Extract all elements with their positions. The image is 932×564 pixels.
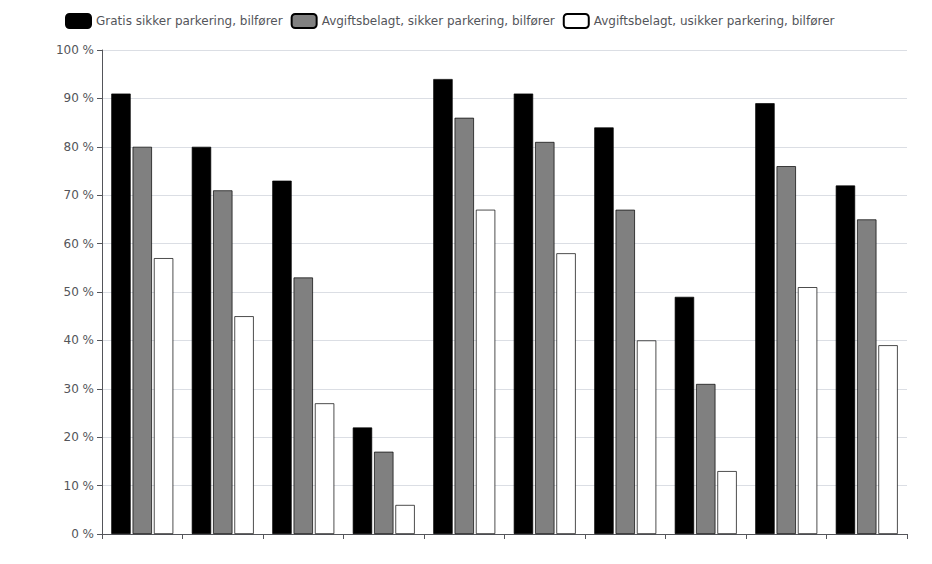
- svg-text:10 %: 10 %: [64, 479, 95, 493]
- svg-text:Avgiftsbelagt, sikker parkerin: Avgiftsbelagt, sikker parkering, bilføre…: [322, 14, 555, 28]
- svg-text:70 %: 70 %: [64, 188, 95, 202]
- svg-text:20 %: 20 %: [64, 430, 95, 444]
- svg-text:90 %: 90 %: [64, 91, 95, 105]
- svg-text:40 %: 40 %: [64, 333, 95, 347]
- svg-text:60 %: 60 %: [64, 237, 95, 251]
- svg-text:0 %: 0 %: [71, 527, 94, 541]
- svg-text:80 %: 80 %: [64, 140, 95, 154]
- svg-text:100 %: 100 %: [56, 43, 94, 57]
- svg-text:Gratis sikker parkering, bilfø: Gratis sikker parkering, bilfører: [96, 14, 283, 28]
- svg-text:30 %: 30 %: [64, 382, 95, 396]
- svg-text:Avgiftsbelagt, usikker parkeri: Avgiftsbelagt, usikker parkering, bilfør…: [594, 14, 835, 28]
- svg-text:50 %: 50 %: [64, 285, 95, 299]
